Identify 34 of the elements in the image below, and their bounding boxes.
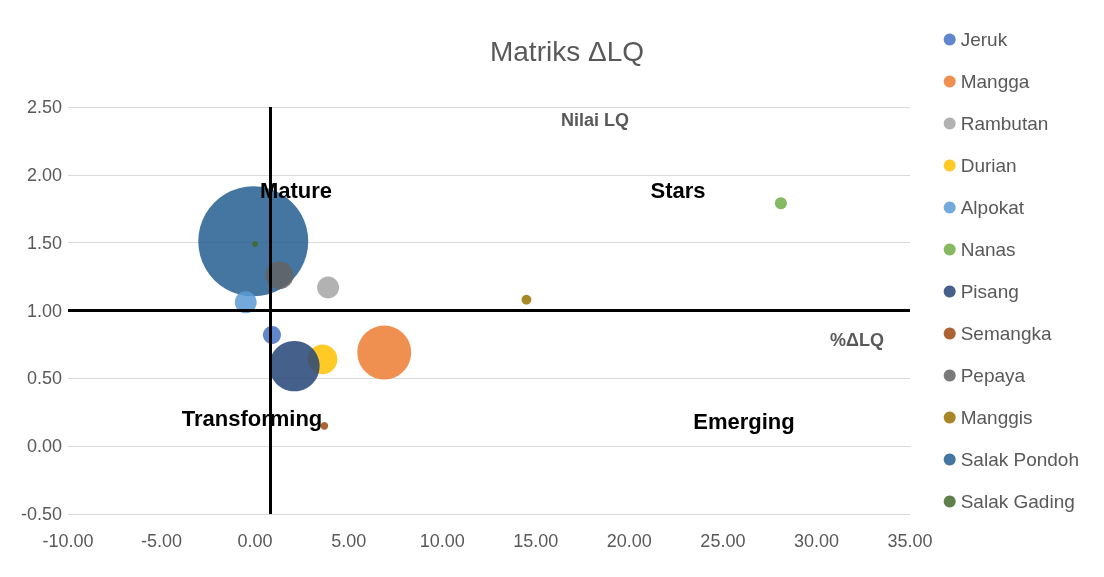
- legend-label: Jeruk: [960, 29, 1008, 50]
- legend-label: Nanas: [960, 239, 1016, 260]
- x-tick-label: 20.00: [606, 531, 652, 551]
- x-tick-label: 35.00: [887, 531, 933, 551]
- x-tick-label: 10.00: [419, 531, 465, 551]
- legend-label: Salak Gading: [960, 491, 1075, 512]
- legend-label: Mangga: [960, 71, 1030, 92]
- legend-label: Salak Pondoh: [960, 449, 1080, 470]
- legend-label: Pisang: [960, 281, 1019, 302]
- legend-label: Semangka: [960, 323, 1052, 344]
- y-tick-label: 2.00: [26, 164, 62, 185]
- x-tick-label: 0.00: [237, 531, 273, 551]
- y-tick-label: 1.50: [26, 232, 62, 253]
- y-axis-title: Nilai LQ: [560, 110, 630, 130]
- x-tick-label: -5.00: [141, 531, 183, 551]
- x-tick-label: 5.00: [331, 531, 367, 551]
- x-tick-label: -10.00: [42, 531, 94, 551]
- y-tick-label: -0.50: [20, 504, 62, 524]
- legend-label: Alpokat: [960, 197, 1025, 218]
- y-tick-label: 0.00: [26, 436, 62, 457]
- x-tick-label: 25.00: [700, 531, 746, 551]
- legend-label: Pepaya: [960, 365, 1026, 386]
- legend-label: Durian: [960, 155, 1017, 176]
- x-tick-label: 15.00: [513, 531, 559, 551]
- y-tick-label: 2.50: [26, 97, 62, 117]
- legend-label: Rambutan: [960, 113, 1049, 134]
- x-axis-title: %ΔLQ: [830, 330, 884, 350]
- legend-label: Manggis: [960, 407, 1033, 428]
- y-tick-label: 0.50: [26, 368, 62, 389]
- annotation: Stars: [650, 177, 706, 203]
- y-tick-label: 1.00: [26, 300, 62, 321]
- annotation: Emerging: [693, 408, 795, 434]
- x-tick-label: 30.00: [793, 531, 839, 551]
- chart-title: Matriks ΔLQ: [489, 35, 645, 67]
